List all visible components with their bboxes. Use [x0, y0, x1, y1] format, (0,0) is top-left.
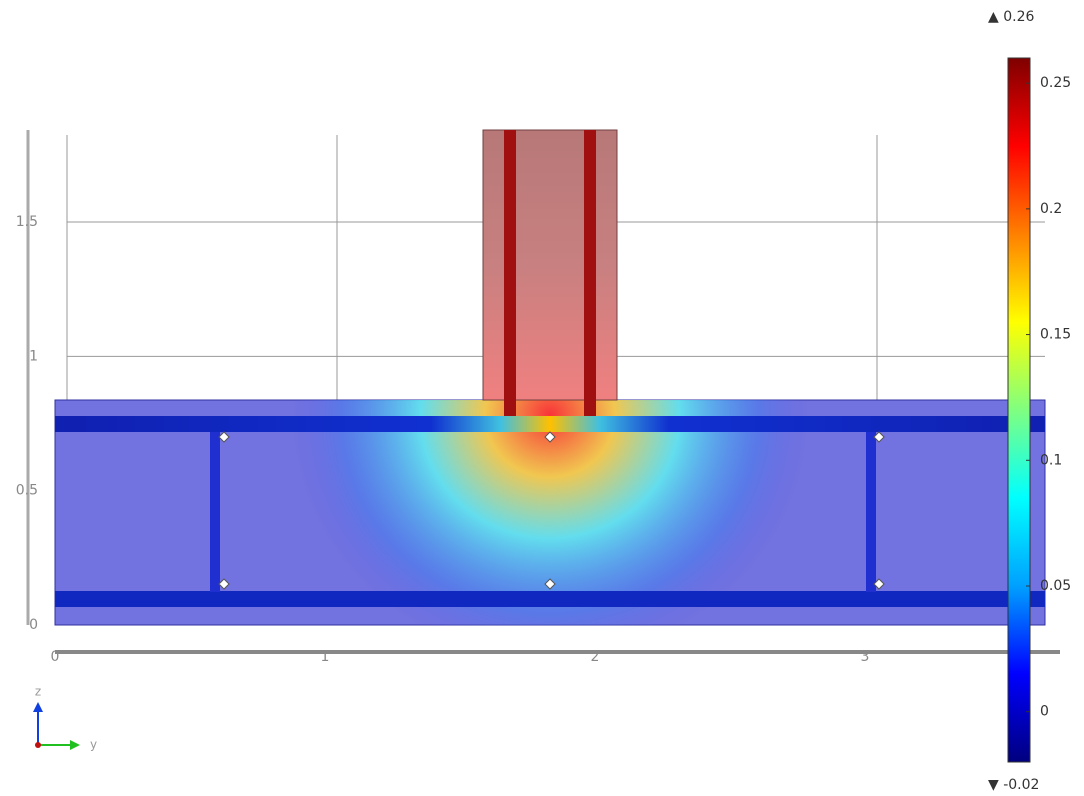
x-tick-label: 3 [861, 649, 870, 665]
colorbar-tick-label: 0 [1040, 704, 1049, 720]
colorbar-tick-label: 0.25 [1040, 75, 1071, 91]
x-tick-label: 0 [51, 649, 60, 665]
colorbar-tick-label: 0.1 [1040, 452, 1062, 468]
rebar [584, 130, 596, 418]
y-tick-label: 1 [29, 348, 38, 364]
y-tick-label: 0.5 [16, 483, 38, 499]
colorbar-tick-label: 0.15 [1040, 327, 1071, 343]
column [483, 130, 617, 400]
geometry [28, 130, 1060, 652]
x-tick-label: 2 [591, 649, 600, 665]
colorbar [1008, 58, 1030, 762]
x-tick-label: 1 [321, 649, 330, 665]
rebar [55, 591, 1045, 607]
axis-label: y [90, 738, 97, 752]
color-min: ▼ -0.02 [988, 777, 1039, 793]
y-tick-label: 1.5 [16, 214, 38, 230]
rebar [504, 130, 516, 418]
stirrup [866, 432, 876, 592]
stirrup [210, 432, 220, 592]
plot-window: z y ▲ 0.26 ▼ -0.02 0 0.5 1 1.5 0 1 2 3 0 0.05 0.1 0… [0, 0, 1084, 796]
colorbar-tick-label: 0.2 [1040, 201, 1062, 217]
rebar [55, 416, 1045, 432]
axis-label: z [35, 685, 41, 699]
colorbar-tick-label: 0.05 [1040, 578, 1071, 594]
triad: z y [33, 685, 97, 752]
y-tick-label: 0 [29, 617, 38, 633]
color-max: ▲ 0.26 [988, 9, 1034, 25]
